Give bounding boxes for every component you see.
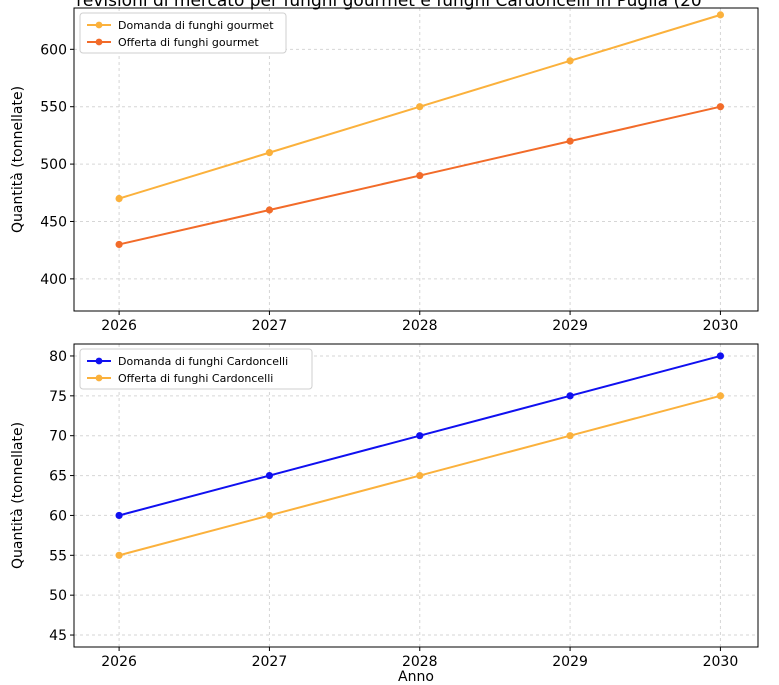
x-tick-label: 2028 bbox=[402, 318, 438, 334]
data-point bbox=[716, 11, 725, 19]
legend-box bbox=[79, 348, 313, 390]
data-point bbox=[566, 392, 574, 400]
y-tick-label: 70 bbox=[49, 429, 67, 445]
legend-label: Domanda di funghi gourmet bbox=[118, 19, 274, 32]
y-tick-label: 600 bbox=[40, 42, 67, 58]
data-point bbox=[265, 206, 274, 214]
x-tick-label: 2029 bbox=[552, 654, 588, 670]
y-tick-label: 400 bbox=[40, 272, 67, 288]
x-tick-label: 2028 bbox=[402, 654, 438, 670]
data-point bbox=[115, 240, 123, 249]
plot-frame bbox=[73, 343, 759, 648]
plot-frame bbox=[73, 7, 759, 312]
x-axis-label: Anno bbox=[398, 669, 434, 685]
y-tick-label: 500 bbox=[40, 157, 67, 173]
y-tick-label: 80 bbox=[49, 349, 67, 365]
data-point bbox=[115, 194, 123, 203]
y-axis-label: Quantità (tonnellate) bbox=[10, 86, 26, 233]
y-tick-label: 60 bbox=[49, 508, 67, 524]
legend-label: Offerta di funghi Cardoncelli bbox=[118, 372, 273, 385]
data-point bbox=[416, 432, 424, 440]
legend-swatch-marker bbox=[95, 357, 103, 365]
y-tick-label: 50 bbox=[49, 588, 67, 604]
y-tick-label: 75 bbox=[49, 389, 67, 405]
data-point bbox=[566, 57, 574, 65]
chart-bottom: 2026 2027 2028 2029 2030 45 50 55 60 65 70 75 80 Quan… bbox=[10, 343, 759, 685]
x-tick-label: 2026 bbox=[101, 654, 137, 670]
legend-swatch-marker bbox=[95, 38, 103, 46]
y-axis-label: Quantità (tonnellate) bbox=[10, 422, 26, 569]
x-tick-label: 2026 bbox=[101, 318, 137, 334]
y-tick-label: 55 bbox=[49, 548, 67, 564]
data-point bbox=[265, 471, 274, 480]
x-tick-label: 2030 bbox=[703, 654, 739, 670]
legend-label: Domanda di funghi Cardoncelli bbox=[118, 355, 288, 368]
data-point bbox=[416, 471, 424, 480]
y-tick-label: 450 bbox=[40, 214, 67, 230]
y-tick-label: 550 bbox=[40, 100, 67, 116]
legend-swatch-marker bbox=[95, 21, 103, 29]
data-point bbox=[265, 511, 274, 520]
data-point bbox=[716, 103, 725, 111]
x-tick-label: 2027 bbox=[252, 654, 288, 670]
data-point bbox=[566, 432, 574, 440]
x-tick-label: 2029 bbox=[552, 318, 588, 334]
data-point bbox=[115, 511, 123, 520]
data-point bbox=[716, 352, 725, 360]
data-point bbox=[416, 171, 424, 180]
data-point bbox=[416, 103, 424, 111]
legend-box bbox=[79, 12, 287, 54]
legend-swatch-marker bbox=[95, 374, 103, 382]
y-tick-label: 65 bbox=[49, 469, 67, 485]
legend-label: Offerta di funghi gourmet bbox=[118, 36, 259, 49]
data-point bbox=[716, 392, 725, 400]
x-tick-label: 2027 bbox=[252, 318, 288, 334]
data-point bbox=[115, 551, 123, 559]
data-point bbox=[566, 137, 574, 145]
figure-title: revisioni di mercato per funghi gourmet … bbox=[76, 0, 702, 11]
data-point bbox=[265, 149, 274, 157]
y-tick-label: 45 bbox=[49, 628, 67, 644]
x-tick-label: 2030 bbox=[703, 318, 739, 334]
chart-top: 2026 2027 2028 2029 2030 400 450 500 550 600 Quant… bbox=[10, 7, 759, 334]
